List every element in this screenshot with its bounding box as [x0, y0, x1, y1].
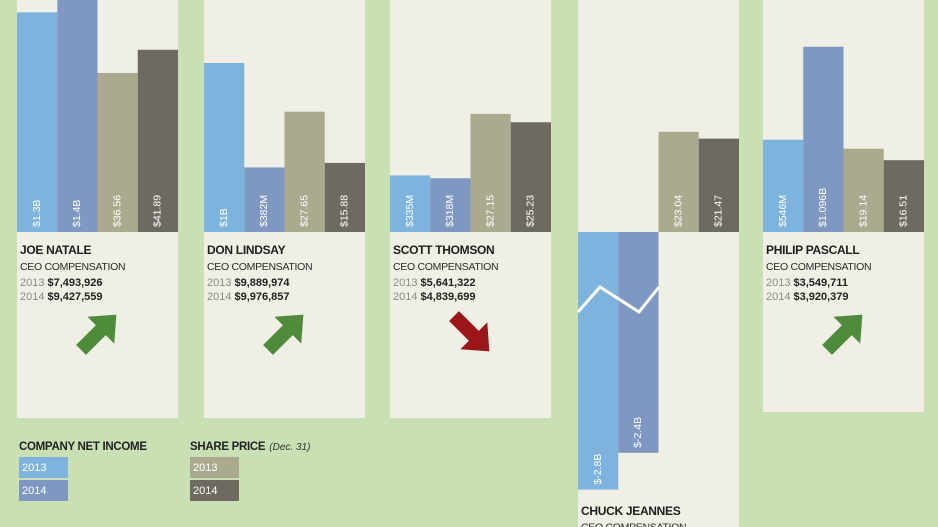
bar — [324, 162, 365, 232]
bar — [578, 232, 619, 490]
legend-title: COMPANY NET INCOME — [19, 441, 147, 453]
bar-label: $-2.4B — [632, 417, 644, 448]
compensation-amount: $3,920,379 — [793, 291, 848, 303]
compensation-amount: $5,641,322 — [420, 277, 475, 289]
compensation-amount: $9,427,559 — [47, 291, 102, 303]
compensation-amount: $4,839,699 — [420, 291, 475, 303]
bar — [97, 72, 138, 233]
legend-swatch — [19, 457, 68, 478]
arrow-shape — [449, 311, 490, 352]
ceo-subtitle: CEO COMPENSATION — [20, 261, 125, 273]
legend-label: 2013 — [22, 462, 46, 474]
trend-arrow — [822, 314, 863, 355]
trend-arrow — [76, 314, 117, 355]
ceo-name: JOE NATALE — [20, 243, 92, 257]
compensation-year: 2014 — [393, 291, 417, 303]
legend-title: SHARE PRICE (Dec. 31) — [190, 441, 310, 453]
compensation-amount: $9,976,857 — [234, 291, 289, 303]
legend-swatch — [19, 480, 68, 501]
ceo-name: CHUCK JEANNES — [581, 504, 681, 518]
compensation-line: 2014 $4,839,699 — [393, 291, 476, 303]
legend-title-text: SHARE PRICE — [190, 441, 266, 453]
bar-label: $27.65 — [298, 195, 310, 227]
ceo-subtitle: CEO COMPENSATION — [581, 521, 686, 527]
bar — [284, 111, 325, 232]
legend-swatch — [190, 480, 239, 501]
legend-label: 2013 — [193, 462, 217, 474]
bar — [618, 232, 659, 453]
bar-label: $19.14 — [857, 195, 869, 227]
compensation-line: 2013 $5,641,322 — [393, 277, 476, 289]
compensation-year: 2013 — [393, 277, 417, 289]
bar — [883, 160, 924, 232]
bar-label: $1B — [218, 208, 230, 227]
compensation-line: 2014 $3,920,379 — [766, 291, 849, 303]
legend-label: 2014 — [193, 485, 217, 497]
bar-label: $-2.8B — [592, 454, 604, 485]
bar — [843, 148, 884, 232]
ceo-name: DON LINDSAY — [207, 243, 286, 257]
bar — [763, 139, 804, 232]
bar — [510, 122, 551, 232]
bar-label: $382M — [258, 195, 270, 227]
bar — [470, 113, 511, 232]
compensation-amount: $3,549,711 — [793, 277, 847, 289]
compensation-line: 2013 $7,493,926 — [20, 277, 103, 289]
bar-label: $25.23 — [525, 195, 537, 227]
trend-arrow — [263, 314, 304, 355]
bar — [390, 175, 431, 232]
bar-label: $335M — [404, 195, 416, 227]
compensation-year: 2014 — [766, 291, 790, 303]
bar — [698, 138, 739, 232]
bar — [244, 167, 285, 232]
bar-label: $16.51 — [898, 195, 910, 227]
bar — [803, 46, 844, 232]
ceo-subtitle: CEO COMPENSATION — [393, 261, 498, 273]
compensation-year: 2013 — [766, 277, 790, 289]
compensation-line: 2013 $3,549,711 — [766, 277, 848, 289]
bar-label: $318M — [444, 195, 456, 227]
compensation-line: 2013 $9,889,974 — [207, 277, 290, 289]
arrow-shape — [76, 314, 117, 355]
bar-label: $546M — [777, 195, 789, 227]
bar — [17, 12, 58, 232]
ceo-name: PHILIP PASCALL — [766, 243, 859, 257]
compensation-year: 2014 — [207, 291, 231, 303]
bar-label: $41.89 — [152, 195, 164, 227]
ceo-subtitle: CEO COMPENSATION — [207, 261, 312, 273]
bar — [57, 0, 98, 233]
compensation-line: 2014 $9,427,559 — [20, 291, 103, 303]
compensation-year: 2014 — [20, 291, 44, 303]
trend-arrow — [449, 311, 490, 352]
bar-label: $15.88 — [339, 195, 351, 227]
bar — [658, 131, 699, 232]
bar-label: $1.096B — [817, 188, 829, 227]
axis-break — [576, 285, 661, 314]
bar-label: $23.04 — [672, 195, 684, 227]
ceo-subtitle: CEO COMPENSATION — [766, 261, 871, 273]
compensation-year: 2013 — [20, 277, 44, 289]
ceo-name: SCOTT THOMSON — [393, 243, 494, 257]
bar-label: $36.56 — [111, 195, 123, 227]
compensation-amount: $7,493,926 — [47, 277, 102, 289]
legend-note: (Dec. 31) — [269, 442, 310, 453]
compensation-line: 2014 $9,976,857 — [207, 291, 290, 303]
legend-swatch — [190, 457, 239, 478]
bar — [430, 178, 471, 232]
bar-label: $27.15 — [484, 195, 496, 227]
bar-label: $1.4B — [71, 200, 83, 227]
bar — [137, 49, 178, 232]
arrow-shape — [822, 314, 863, 355]
legend-label: 2014 — [22, 485, 46, 497]
compensation-amount: $9,889,974 — [234, 277, 290, 289]
arrow-shape — [263, 314, 304, 355]
bar — [204, 63, 245, 232]
bar-label: $21.47 — [713, 195, 725, 227]
compensation-year: 2013 — [207, 277, 231, 289]
legend-title-text: COMPANY NET INCOME — [19, 441, 147, 453]
bar-label: $1.3B — [31, 200, 43, 227]
